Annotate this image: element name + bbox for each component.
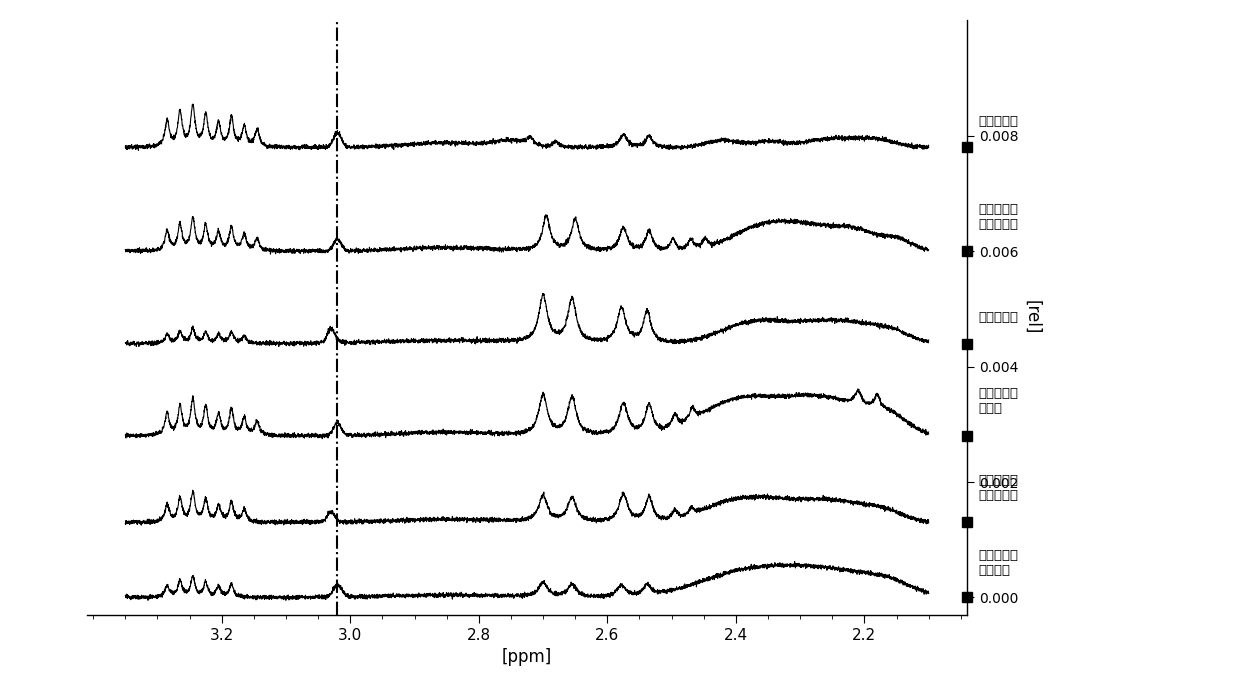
Y-axis label: [rel]: [rel]: [1023, 301, 1040, 335]
Text: 乳清蛋白粉: 乳清蛋白粉: [978, 311, 1018, 324]
Text: 纯牛初乳粉: 纯牛初乳粉: [978, 115, 1018, 128]
Text: 加乳清蛋白
的牛初乳粉: 加乳清蛋白 的牛初乳粉: [978, 474, 1018, 502]
Text: 无添加乳清
蛋白的奶粉: 无添加乳清 蛋白的奶粉: [978, 203, 1018, 231]
Text: 加乳清蛋白
的蛋白粉: 加乳清蛋白 的蛋白粉: [978, 548, 1018, 576]
X-axis label: [ppm]: [ppm]: [502, 648, 552, 667]
Text: 加乳清蛋白
的奶粉: 加乳清蛋白 的奶粉: [978, 387, 1018, 415]
